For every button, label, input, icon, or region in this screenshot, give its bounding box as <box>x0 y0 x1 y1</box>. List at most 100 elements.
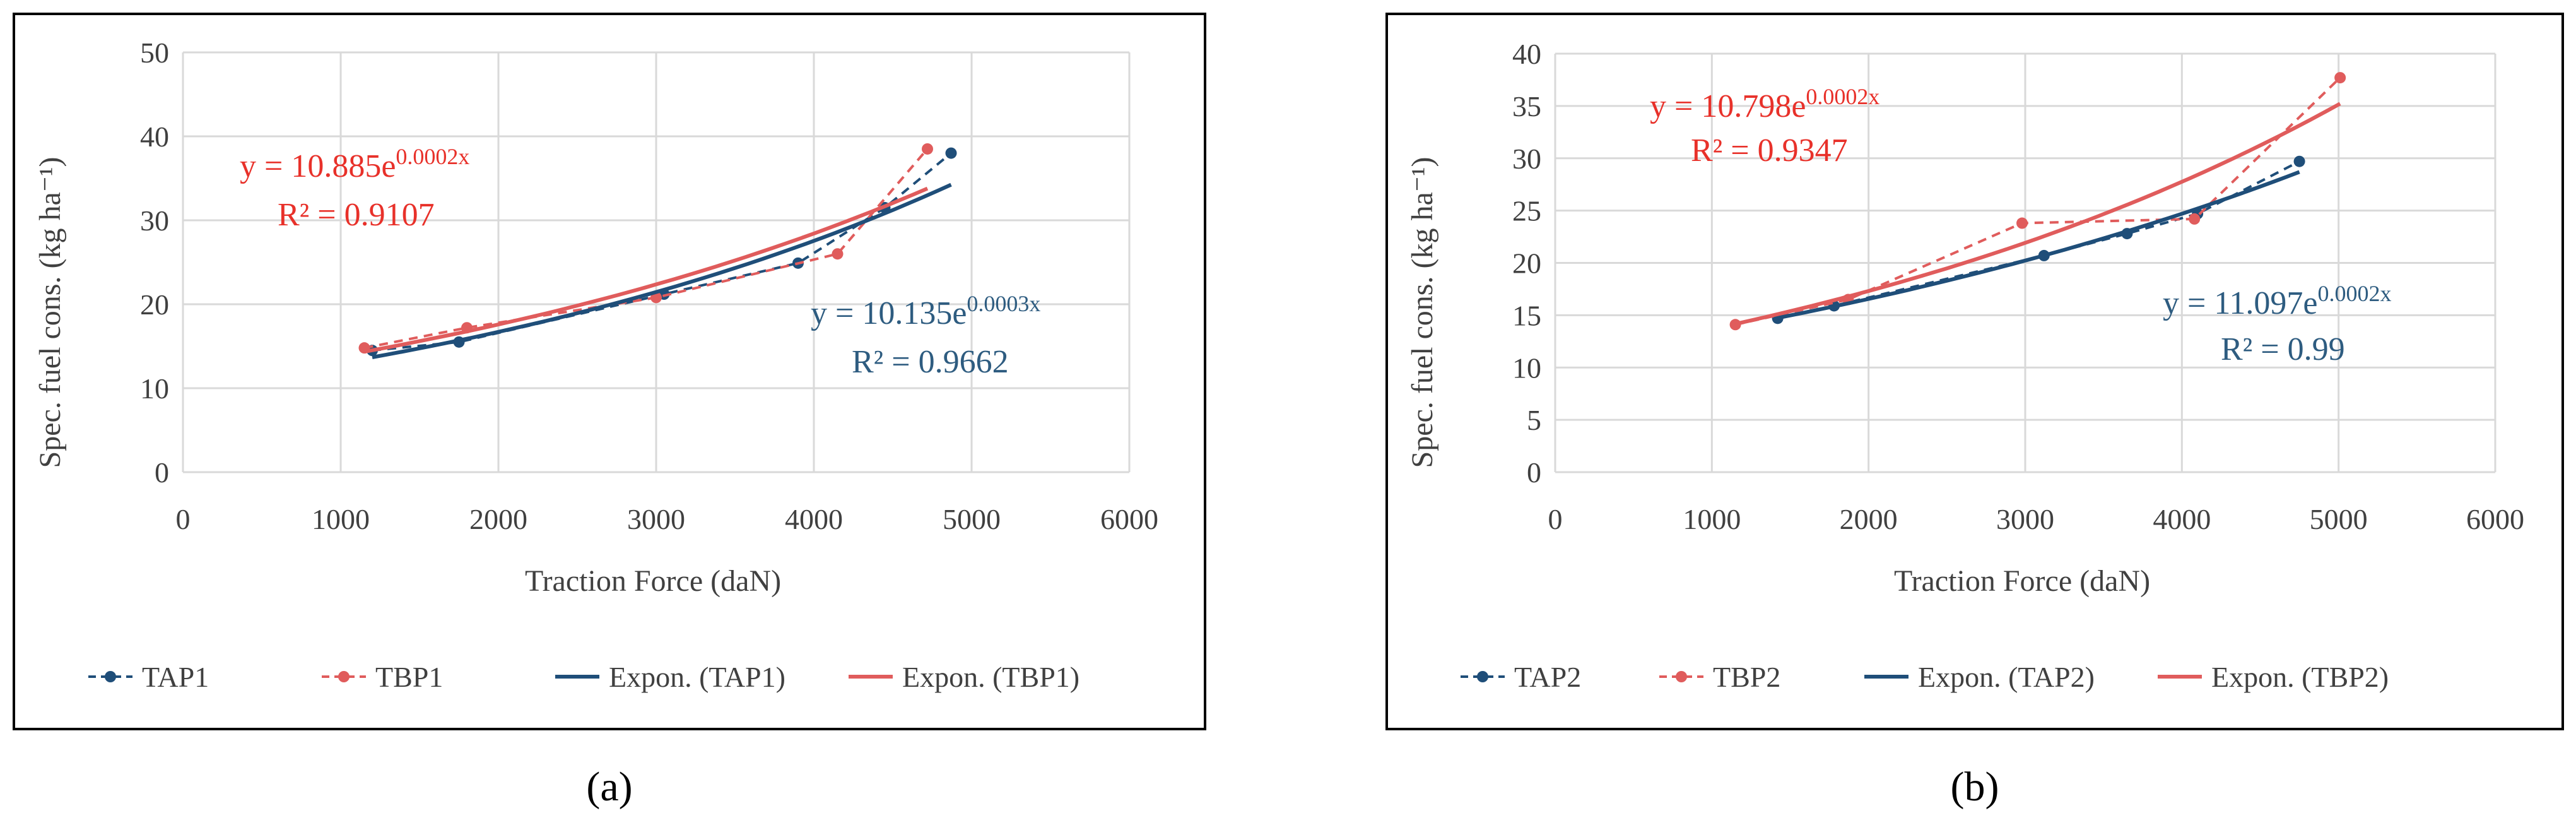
y-tick-label: 10 <box>140 372 169 405</box>
y-tick-label: 35 <box>1512 90 1541 122</box>
equation-tbp-b-text: y = 10.798e <box>1650 88 1806 124</box>
legend-label: Expon. (TAP2) <box>1918 661 2095 693</box>
x-tick-label: 0 <box>1548 503 1563 535</box>
tick-labels-b: 0 1000 2000 3000 4000 5000 6000 0 5 10 15 20 25 30 35 4… <box>1512 38 2524 535</box>
r2-tbp-a: R² = 0.9107 <box>278 197 435 233</box>
x-tick-label: 2000 <box>469 503 527 535</box>
svg-text:y = 10.135e0.0003x: y = 10.135e0.0003x <box>811 291 1040 331</box>
y-axis-label-b: Spec. fuel cons. (kg ha⁻¹) <box>1406 157 1439 468</box>
legend-label: Expon. (TBP1) <box>902 661 1079 693</box>
svg-text:y = 10.885e0.0002x: y = 10.885e0.0002x <box>240 144 469 184</box>
r2-tap-b: R² = 0.99 <box>2221 331 2345 367</box>
data-point-tbp2 <box>2189 213 2201 225</box>
legend-label: TBP1 <box>375 661 443 693</box>
equation-tap-b-text: y = 11.097e <box>2163 285 2317 321</box>
y-tick-label: 5 <box>1527 404 1541 436</box>
legend-label: Expon. (TBP2) <box>2211 661 2389 693</box>
panel-caption-a: (a) <box>586 764 632 810</box>
data-point-tbp1 <box>922 143 933 155</box>
grid-a <box>182 51 1131 473</box>
legend-label: TAP2 <box>1514 661 1581 693</box>
chart-frame-b <box>1385 13 2564 730</box>
legend-item-tap1: TAP1 <box>88 661 209 693</box>
y-axis-label-a: Spec. fuel cons. (kg ha⁻¹) <box>33 157 67 468</box>
equation-tbp-a: y = 10.885e0.0002x R² = 0.9107 <box>240 144 469 233</box>
legend-a: TAP1 TBP1 Expon. (TAP1) Expon. (TBP1) <box>88 661 1079 693</box>
equation-tap-a-exponent: 0.0003x <box>967 291 1040 316</box>
equation-tbp-a-exponent: 0.0002x <box>396 144 469 169</box>
trendline-expon-tbp1- <box>363 186 929 354</box>
x-axis-label-b: Traction Force (daN) <box>1894 564 2150 598</box>
series-line-tap1 <box>372 152 952 352</box>
y-tick-label: 25 <box>1512 195 1541 227</box>
equation-tap-a-text: y = 10.135e <box>811 295 967 331</box>
y-tick-label: 30 <box>1512 143 1541 175</box>
equation-tap-b-exponent: 0.0002x <box>2317 281 2391 306</box>
y-tick-label: 0 <box>155 456 169 489</box>
y-tick-label: 20 <box>1512 247 1541 280</box>
y-tick-label: 20 <box>140 288 169 321</box>
x-tick-label: 5000 <box>2310 503 2368 535</box>
legend-item-expon-tbp1-: Expon. (TBP1) <box>849 661 1079 693</box>
legend-item-expon-tbp2-: Expon. (TBP2) <box>2158 661 2389 693</box>
series-b <box>1729 72 2346 331</box>
x-tick-label: 4000 <box>2153 503 2211 535</box>
y-tick-label: 30 <box>140 205 169 237</box>
x-tick-label: 6000 <box>2466 503 2524 535</box>
r2-tbp-b: R² = 0.9347 <box>1691 133 1848 169</box>
legend-b: TAP2 TBP2 Expon. (TAP2) Expon. (TBP2) <box>1461 661 2389 693</box>
data-point-tap1 <box>945 147 957 159</box>
y-tick-label: 0 <box>1527 456 1541 489</box>
data-point-tap2 <box>2293 155 2305 167</box>
legend-item-expon-tap2-: Expon. (TAP2) <box>1864 661 2095 693</box>
equation-tbp-a-text: y = 10.885e <box>240 148 396 184</box>
chart-panel-b: 0 1000 2000 3000 4000 5000 6000 0 5 10 15 20 25 30 35 4… <box>1385 13 2564 730</box>
legend-label: TAP1 <box>142 661 209 693</box>
data-point-tbp1 <box>832 248 844 260</box>
x-tick-label: 1000 <box>312 503 370 535</box>
legend-item-tbp1: TBP1 <box>322 661 443 693</box>
y-tick-label: 50 <box>140 37 169 69</box>
equation-tap-b: y = 11.097e0.0002x R² = 0.99 <box>2163 281 2391 367</box>
grid-b <box>1554 52 2497 473</box>
trendline-expon-tbp2- <box>1734 102 2341 326</box>
x-tick-label: 0 <box>176 503 191 535</box>
svg-text:y = 10.798e0.0002x: y = 10.798e0.0002x <box>1650 84 1879 124</box>
svg-text:y = 11.097e0.0002x: y = 11.097e0.0002x <box>2163 281 2391 321</box>
trendline-expon-tap2- <box>1777 170 2300 320</box>
y-tick-label: 15 <box>1512 299 1541 331</box>
r2-tap-a: R² = 0.9662 <box>852 344 1009 380</box>
data-point-tbp2 <box>2334 72 2346 84</box>
equation-tap-a: y = 10.135e0.0003x R² = 0.9662 <box>811 291 1040 380</box>
y-tick-label: 40 <box>140 121 169 153</box>
legend-item-expon-tap1-: Expon. (TAP1) <box>555 661 785 693</box>
x-tick-label: 1000 <box>1683 503 1741 535</box>
legend-label: TBP2 <box>1713 661 1780 693</box>
x-tick-label: 4000 <box>785 503 843 535</box>
legend-marker <box>1676 671 1687 682</box>
x-tick-label: 2000 <box>1840 503 1898 535</box>
equation-tbp-b-exponent: 0.0002x <box>1806 84 1879 109</box>
legend-item-tap2: TAP2 <box>1461 661 1581 693</box>
trendline-expon-tap1- <box>372 182 952 359</box>
data-point-tbp2 <box>2016 217 2028 229</box>
legend-marker <box>338 671 350 682</box>
chart-panel-a: 0 1000 2000 3000 4000 5000 6000 0 10 20 30 40 50 Tra… <box>13 13 1206 730</box>
x-tick-label: 3000 <box>1996 503 2054 535</box>
legend-label: Expon. (TAP1) <box>609 661 785 693</box>
panel-caption-b: (b) <box>1951 764 1999 810</box>
tick-labels-a: 0 1000 2000 3000 4000 5000 6000 0 10 20 30 40 50 <box>140 37 1158 535</box>
legend-marker <box>1477 671 1488 682</box>
x-tick-label: 5000 <box>943 503 1001 535</box>
equation-tbp-b: y = 10.798e0.0002x R² = 0.9347 <box>1650 84 1879 169</box>
chart-frame-a <box>13 13 1206 730</box>
series-a <box>358 143 957 359</box>
legend-marker <box>105 671 116 682</box>
x-tick-label: 6000 <box>1100 503 1158 535</box>
legend-item-tbp2: TBP2 <box>1659 661 1780 693</box>
y-tick-label: 40 <box>1512 38 1541 70</box>
x-axis-label-a: Traction Force (daN) <box>525 564 781 598</box>
y-tick-label: 10 <box>1512 352 1541 384</box>
x-tick-label: 3000 <box>627 503 685 535</box>
